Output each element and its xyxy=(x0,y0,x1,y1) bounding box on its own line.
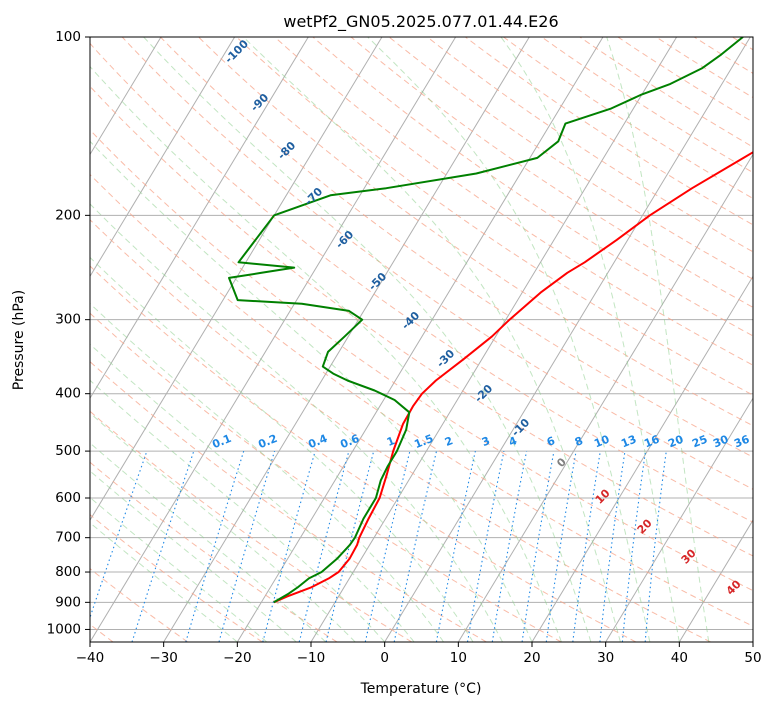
x-tick-label: 20 xyxy=(523,650,540,666)
moist-adiabat-line xyxy=(0,37,326,642)
mixing-ratio-line xyxy=(600,451,625,642)
dry-adiabat-line xyxy=(770,37,775,642)
moist-adiabat-label: 40 xyxy=(724,577,744,597)
mixing-ratio-line xyxy=(622,451,645,642)
dry-adiabat-line xyxy=(160,37,775,642)
moist-adiabat-line xyxy=(0,37,473,642)
mixing-ratio-line xyxy=(263,451,315,642)
mixing-ratio-label: 0.4 xyxy=(306,432,329,451)
dry-adiabat-line xyxy=(389,37,775,642)
dry-adiabat-line xyxy=(8,37,775,642)
mixing-ratio-line xyxy=(219,451,275,642)
x-tick-label: 0 xyxy=(380,650,389,666)
mixing-ratio-line xyxy=(132,451,194,642)
mixing-ratio-line xyxy=(394,451,436,642)
y-tick-label: 900 xyxy=(55,594,81,610)
moist-adiabat-label: 30 xyxy=(679,546,699,566)
moist-adiabat-line xyxy=(0,37,267,642)
isotherm-line xyxy=(311,37,677,642)
moist-adiabat-line xyxy=(0,37,414,642)
y-tick-label: 100 xyxy=(55,29,81,45)
moist-adiabat-line xyxy=(0,37,237,642)
x-axis-label: Temperature (°C) xyxy=(360,681,482,697)
moist-adiabat-line xyxy=(0,37,296,642)
dry-adiabat-line xyxy=(427,37,775,642)
y-axis-label: Pressure (hPa) xyxy=(11,290,27,390)
mixing-ratio-label: 16 xyxy=(642,433,661,451)
x-tick-label: −30 xyxy=(149,650,178,666)
moist-adiabat-label: 20 xyxy=(635,516,655,536)
y-tick-label: 500 xyxy=(55,443,81,459)
moist-adiabat-line xyxy=(1,37,533,642)
x-tick-label: 30 xyxy=(597,650,614,666)
dry-adiabat-line xyxy=(542,37,775,642)
moist-adiabat-line xyxy=(0,37,355,642)
mixing-ratio-line xyxy=(326,451,374,642)
isotherm-line xyxy=(90,37,456,642)
mixing-ratio-label: 0.1 xyxy=(210,432,233,451)
dry-adiabat-line xyxy=(656,37,775,642)
mixing-ratio-label: 0.2 xyxy=(256,432,279,451)
y-tick-label: 800 xyxy=(55,564,81,580)
dry-adiabat-label: -80 xyxy=(275,139,298,162)
dry-adiabat-line xyxy=(237,37,775,642)
y-tick-label: 200 xyxy=(55,207,81,223)
isotherm-line xyxy=(0,37,308,642)
mixing-ratio-line xyxy=(186,451,244,642)
x-tick-label: 50 xyxy=(744,650,761,666)
x-tick-label: −20 xyxy=(223,650,252,666)
dry-adiabat-line xyxy=(732,37,775,642)
mixing-ratio-label: 10 xyxy=(592,433,611,451)
x-tick-label: 10 xyxy=(450,650,467,666)
isotherm-line xyxy=(237,37,603,642)
mixing-ratio-label: 6 xyxy=(545,434,557,449)
dry-adiabat-line xyxy=(0,37,412,642)
moist-adiabat-line xyxy=(144,37,591,642)
y-tick-label: 600 xyxy=(55,490,81,506)
mixing-ratio-label: 1.5 xyxy=(412,432,435,451)
y-tick-label: 700 xyxy=(55,530,81,546)
mixing-ratio-label: 25 xyxy=(690,433,709,451)
isotherm-line xyxy=(458,37,775,642)
x-tick-label: 40 xyxy=(671,650,688,666)
mixing-ratio-label: 1 xyxy=(385,434,397,449)
dry-adiabat-label: -20 xyxy=(472,382,495,405)
dry-adiabat-line xyxy=(0,37,262,642)
dry-adiabat-label: -90 xyxy=(248,91,271,114)
y-tick-label: 300 xyxy=(55,312,81,328)
y-tick-label: 1000 xyxy=(47,621,81,637)
isotherm-line xyxy=(16,37,382,642)
mixing-ratio-label: 30 xyxy=(711,433,730,451)
isotherm-line xyxy=(753,37,775,642)
moist-adiabat-line xyxy=(0,37,444,642)
mixing-ratio-line xyxy=(573,451,601,642)
moist-adiabat-line xyxy=(368,37,650,642)
mixing-ratio-label: 13 xyxy=(619,433,638,451)
dry-adiabat-label: -60 xyxy=(333,228,356,251)
mixing-ratio-line xyxy=(365,451,410,642)
mixing-ratio-label: 3 xyxy=(480,434,492,449)
dry-adiabat-line xyxy=(275,37,775,642)
dry-adiabat-line xyxy=(0,37,337,642)
mixing-ratio-label: 2 xyxy=(443,434,455,449)
moist-adiabat-label: 10 xyxy=(593,486,613,506)
dry-adiabat-line xyxy=(0,37,188,642)
moist-adiabat-line xyxy=(0,37,503,642)
dry-adiabat-line xyxy=(0,37,775,642)
dry-adiabat-line xyxy=(0,37,486,642)
mixing-ratio-label: 0.6 xyxy=(338,432,361,451)
dry-adiabat-label: -40 xyxy=(399,309,422,332)
x-tick-label: −10 xyxy=(297,650,326,666)
chart-title: wetPf2_GN05.2025.077.01.44.E26 xyxy=(283,12,558,32)
y-tick-label: 400 xyxy=(55,386,81,402)
dry-adiabat-line xyxy=(0,37,561,642)
dry-adiabat-line xyxy=(465,37,775,642)
mixing-ratio-label: 36 xyxy=(732,433,751,451)
dry-adiabat-label: -100 xyxy=(222,37,251,66)
mixing-ratio-label: 20 xyxy=(666,433,685,451)
x-tick-label: −40 xyxy=(76,650,105,666)
